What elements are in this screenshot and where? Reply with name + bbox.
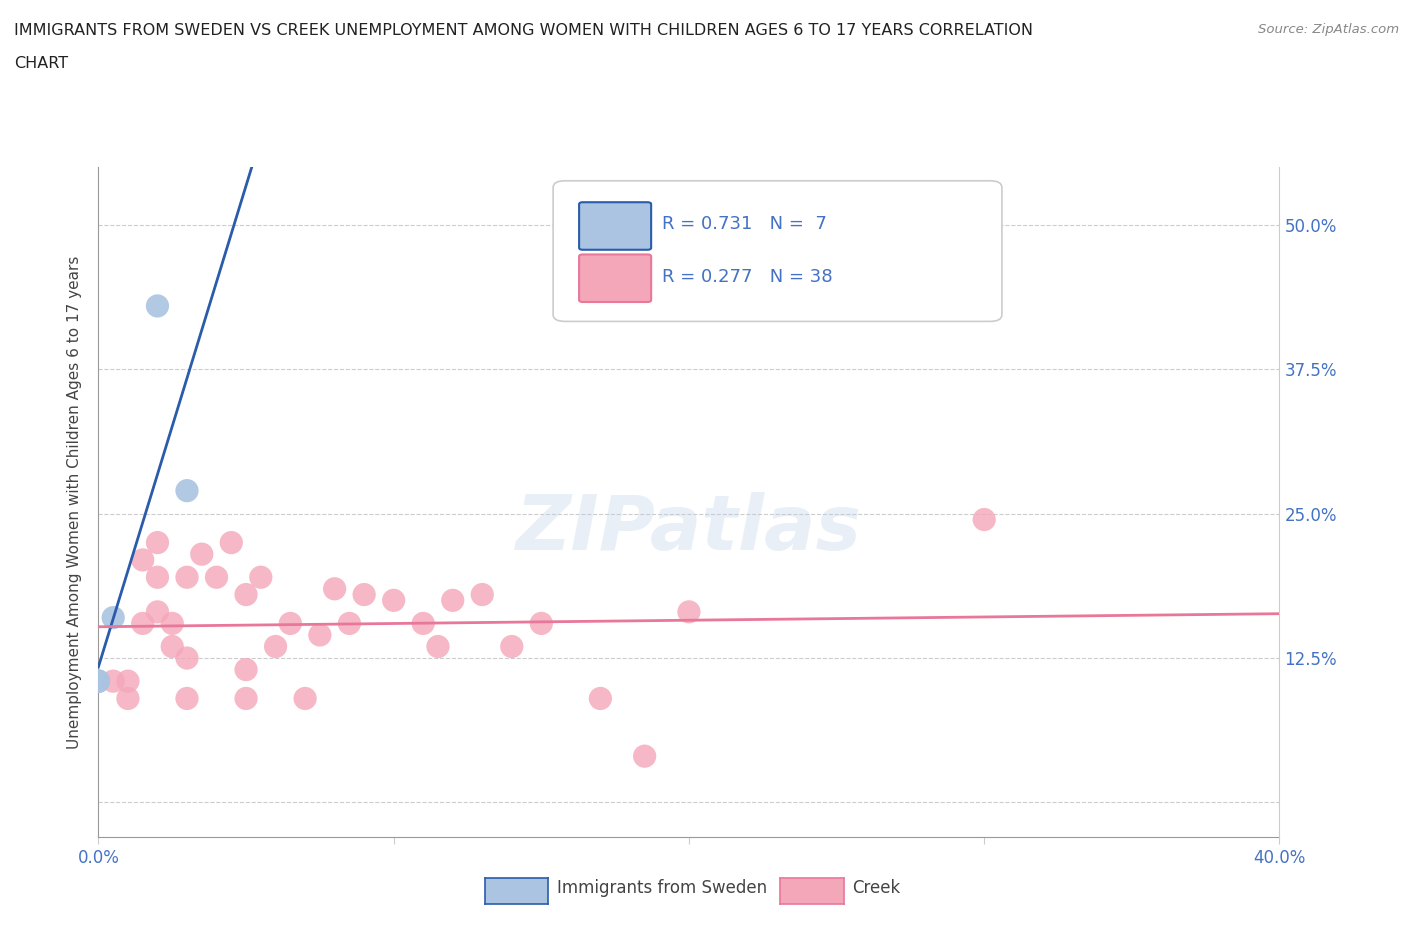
Point [250,570,273,585]
Point [146,535,169,550]
Point [973,512,995,527]
Point [176,651,198,666]
Point [339,616,360,631]
Point [278,616,302,631]
Point [219,535,242,550]
Point [530,616,553,631]
Point [162,616,183,631]
Point [205,570,228,585]
Point [633,749,655,764]
Point [87,673,110,688]
Point [235,691,257,706]
Text: R = 0.277   N = 38: R = 0.277 N = 38 [662,268,832,286]
Point [382,593,405,608]
Point [441,593,464,608]
Point [176,691,198,706]
Point [162,639,183,654]
Point [146,604,169,619]
Point [146,299,169,313]
Point [678,604,700,619]
Point [412,616,434,631]
Point [427,639,450,654]
Point [309,628,332,643]
Point [132,616,155,631]
Point [103,673,125,688]
FancyBboxPatch shape [579,202,651,250]
FancyBboxPatch shape [553,180,1002,322]
Text: IMMIGRANTS FROM SWEDEN VS CREEK UNEMPLOYMENT AMONG WOMEN WITH CHILDREN AGES 6 TO: IMMIGRANTS FROM SWEDEN VS CREEK UNEMPLOY… [14,23,1033,38]
Text: Immigrants from Sweden: Immigrants from Sweden [557,879,766,897]
Point [235,662,257,677]
Point [87,673,110,688]
Point [235,587,257,602]
Point [132,552,155,567]
Text: Source: ZipAtlas.com: Source: ZipAtlas.com [1258,23,1399,36]
Point [264,639,287,654]
Text: CHART: CHART [14,56,67,71]
Point [353,587,375,602]
FancyBboxPatch shape [579,255,651,302]
Point [176,570,198,585]
Point [146,570,169,585]
Point [176,484,198,498]
Point [87,673,110,688]
Point [501,639,523,654]
Point [589,691,612,706]
Text: ZIPatlas: ZIPatlas [516,492,862,566]
Point [117,691,139,706]
Point [191,547,214,562]
Point [323,581,346,596]
Point [103,610,125,625]
Text: Creek: Creek [852,879,900,897]
Point [117,673,139,688]
Point [87,673,110,688]
Text: R = 0.731   N =  7: R = 0.731 N = 7 [662,216,827,233]
Point [294,691,316,706]
Point [471,587,494,602]
Y-axis label: Unemployment Among Women with Children Ages 6 to 17 years: Unemployment Among Women with Children A… [67,256,83,749]
